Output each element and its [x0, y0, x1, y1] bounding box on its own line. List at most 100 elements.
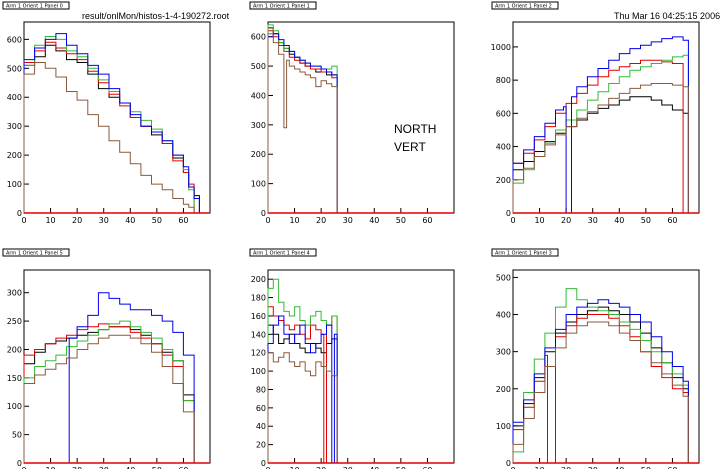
plot-frame [267, 21, 455, 214]
x-tick-label: 40 [369, 216, 379, 225]
y-tick-label: 300 [7, 122, 22, 131]
histogram-series-black [23, 326, 200, 464]
y-tick-label: 0 [17, 209, 22, 218]
y-tick-label: 500 [7, 64, 22, 73]
x-tick-label: 10 [45, 216, 55, 225]
y-tick-label: 100 [496, 422, 511, 431]
y-tick-label: 600 [251, 33, 266, 42]
panel-title-box [249, 248, 317, 257]
plot-frame [512, 21, 700, 214]
y-tick-label: 180 [251, 294, 266, 303]
x-tick-label: 40 [369, 466, 379, 469]
y-tick-label: 0 [506, 209, 511, 218]
x-tick-label: 40 [125, 216, 135, 225]
y-tick-label: 600 [7, 35, 22, 44]
y-tick-label: 300 [7, 289, 22, 298]
x-tick-label: 0 [510, 216, 515, 225]
y-tick-label: 200 [496, 385, 511, 394]
histogram-series-brown [23, 334, 200, 464]
x-tick-label: 20 [72, 466, 82, 469]
y-tick-label: 300 [251, 121, 266, 130]
x-tick-label: 30 [99, 216, 109, 225]
histogram-series-brown [267, 33, 343, 214]
histogram-series-black [23, 44, 200, 213]
y-tick-label: 600 [496, 109, 511, 118]
histogram-series-blue [24, 292, 200, 464]
x-tick-label: 50 [641, 216, 651, 225]
y-tick-label: 500 [251, 62, 266, 71]
y-tick-label: 60 [256, 404, 266, 413]
x-tick-label: 20 [72, 216, 82, 225]
histogram-panel-5: Arm 1 Orient 1 Panel 3 0 10 20 30 40 50 60 0 100 2… [491, 248, 700, 469]
x-tick-label: 50 [641, 466, 651, 469]
x-tick-label: 20 [316, 466, 326, 469]
x-tick-label: 40 [614, 216, 624, 225]
file-label: result/onlMon/histos-1-4-190272.root [82, 11, 230, 21]
x-tick-label: 60 [178, 466, 188, 469]
x-tick-label: 60 [178, 216, 188, 225]
x-tick-label: 60 [422, 216, 432, 225]
plot-frame [512, 269, 700, 464]
histogram-series-black [267, 27, 343, 214]
histogram-panel-2: Arm 1 Orient 1 Panel 20 10 20 30 40 50 6002004… [491, 1, 700, 225]
y-tick-label: 300 [496, 348, 511, 357]
histogram-panel-1: Arm 1 Orient 1 Panel 10 10 20 30 40 50 6001002… [249, 1, 455, 225]
y-tick-label: 200 [7, 345, 22, 354]
y-tick-label: 200 [251, 275, 266, 284]
x-tick-label: 50 [396, 466, 406, 469]
x-tick-label: 0 [265, 216, 270, 225]
x-tick-label: 20 [561, 216, 571, 225]
x-tick-label: 10 [289, 466, 299, 469]
panel-title-box [491, 248, 559, 257]
y-tick-label: 400 [496, 143, 511, 152]
panel-title: Arm 1 Orient 1 Panel 4 [253, 251, 310, 257]
y-tick-label: 200 [496, 176, 511, 185]
panel-title: Arm 1 Orient 1 Panel 5 [6, 251, 63, 257]
x-tick-label: 20 [561, 466, 571, 469]
y-tick-label: 0 [17, 459, 22, 468]
y-tick-label: 250 [7, 317, 22, 326]
y-tick-label: 100 [251, 367, 266, 376]
y-tick-label: 100 [7, 402, 22, 411]
x-tick-label: 40 [614, 466, 624, 469]
histogram-series-blue [267, 33, 343, 214]
panel-title: Arm 1 Orient 1 Panel 3 [495, 251, 552, 257]
histogram-series-blue [512, 299, 689, 463]
annotation-vert: VERT [394, 140, 426, 154]
x-tick-label: 30 [588, 216, 598, 225]
annotation-north: NORTH [394, 122, 436, 136]
histogram-series-brown [512, 321, 689, 463]
x-tick-label: 30 [343, 466, 353, 469]
plot-frame [23, 21, 211, 214]
y-tick-label: 0 [506, 459, 511, 468]
histogram-panel-4: Arm 1 Orient 1 Panel 4 0 10 20 30 40 50 60 0 20 40… [249, 248, 455, 469]
y-tick-label: 200 [251, 150, 266, 159]
histogram-series-blue [267, 315, 343, 464]
panel-title-box [249, 1, 317, 10]
histogram-series-black [267, 324, 343, 464]
y-tick-label: 40 [256, 422, 266, 431]
histogram-series-green [23, 320, 200, 464]
panel-title: Arm 1 Orient 1 Panel 1 [253, 4, 310, 10]
y-tick-label: 400 [496, 311, 511, 320]
histogram-series-blue [23, 33, 200, 213]
x-tick-label: 10 [534, 466, 544, 469]
y-tick-label: 120 [251, 349, 266, 358]
y-tick-label: 400 [251, 91, 266, 100]
y-tick-label: 0 [261, 459, 266, 468]
y-tick-label: 100 [251, 180, 266, 189]
y-tick-label: 800 [496, 76, 511, 85]
x-tick-label: 0 [510, 466, 515, 469]
x-tick-label: 20 [316, 216, 326, 225]
date-label: Thu Mar 16 04:25:15 2006 [614, 11, 720, 21]
histogram-series-green [267, 24, 343, 214]
histogram-series-blue [512, 36, 689, 214]
x-tick-label: 30 [588, 466, 598, 469]
x-tick-label: 0 [21, 216, 26, 225]
y-tick-label: 80 [256, 385, 266, 394]
x-tick-label: 40 [125, 466, 135, 469]
y-tick-label: 400 [7, 93, 22, 102]
x-tick-label: 50 [152, 216, 162, 225]
histogram-series-brown [267, 352, 343, 464]
